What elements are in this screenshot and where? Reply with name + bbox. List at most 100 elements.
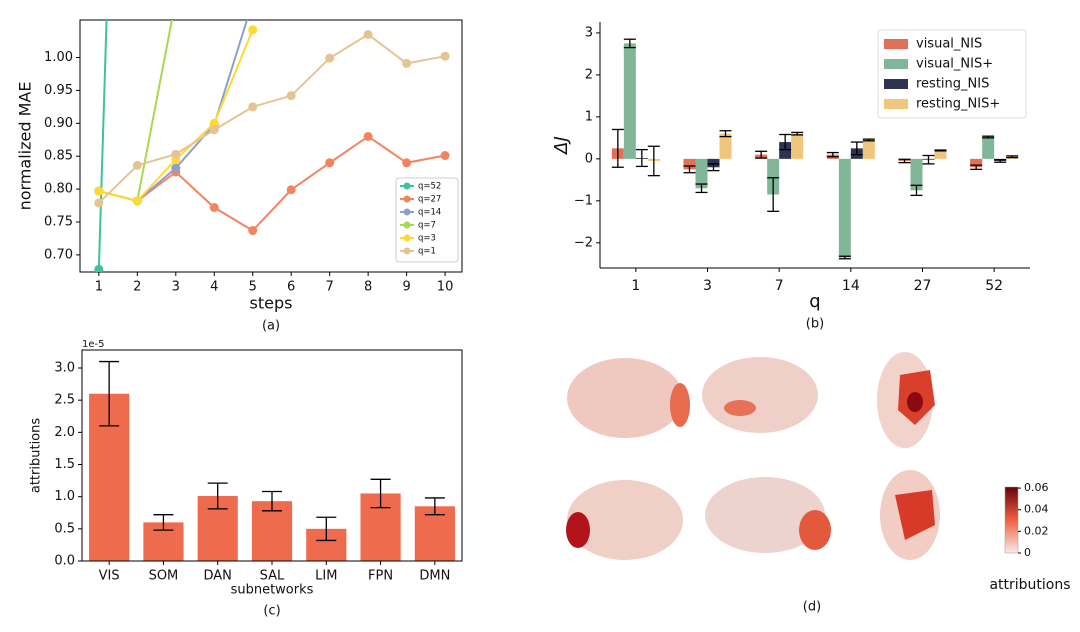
data-point xyxy=(171,0,180,4)
data-point xyxy=(363,131,373,141)
x-tick-label: 8 xyxy=(364,280,372,295)
data-point xyxy=(325,158,335,168)
x-axis-label: subnetworks xyxy=(231,583,314,598)
bar xyxy=(970,158,983,168)
y-tick-label: 3.0 xyxy=(54,361,75,376)
brain-patch xyxy=(799,510,831,550)
y-tick-label: 0.70 xyxy=(44,247,73,262)
x-tick-label: 5 xyxy=(249,280,257,295)
legend-label: resting_NIS xyxy=(916,77,989,92)
x-tick-label: DAN xyxy=(204,569,232,584)
bar xyxy=(767,158,780,195)
legend-swatch xyxy=(884,39,908,49)
bar xyxy=(695,158,708,189)
brain-patch xyxy=(724,400,756,416)
data-point xyxy=(171,149,181,159)
brain xyxy=(567,480,683,560)
x-tick-label: 1 xyxy=(95,280,103,295)
bar xyxy=(414,506,455,561)
y-tick-label: 1.00 xyxy=(44,50,73,65)
x-tick-label: 1 xyxy=(631,278,640,294)
data-point xyxy=(94,186,104,196)
bar xyxy=(982,137,995,159)
series-line xyxy=(97,20,108,270)
x-tick-label: SAL xyxy=(260,569,285,584)
y-axis-label: normalized MAE xyxy=(16,82,35,211)
data-point xyxy=(286,91,296,101)
data-point xyxy=(209,203,219,213)
y-tick-label: 0.90 xyxy=(44,116,73,131)
bar xyxy=(719,133,732,159)
legend-label: q=52 xyxy=(418,182,441,192)
axis-offset: 1e-5 xyxy=(82,339,105,350)
legend-box xyxy=(877,29,1027,119)
bar xyxy=(862,139,875,159)
brain-patch xyxy=(566,512,590,548)
legend-swatch xyxy=(884,99,908,109)
y-tick-label: 1 xyxy=(585,109,593,124)
x-tick-label: 7 xyxy=(775,278,784,294)
caption: (c) xyxy=(263,604,280,619)
axes-frame xyxy=(81,349,463,562)
bar xyxy=(779,142,792,159)
data-point xyxy=(440,151,450,161)
x-tick-label: 3 xyxy=(703,278,712,294)
legend-label: q=14 xyxy=(418,208,441,218)
y-tick-label: 0.0 xyxy=(54,554,75,569)
y-tick-label: 3 xyxy=(585,25,593,40)
data-point xyxy=(132,196,142,206)
y-tick-label: 1.5 xyxy=(54,457,75,472)
brain xyxy=(702,357,818,433)
legend-swatch xyxy=(884,79,908,89)
brain-patch xyxy=(895,490,935,540)
y-tick-label: −1 xyxy=(574,193,593,208)
brain-patch xyxy=(670,383,690,427)
bar xyxy=(623,43,636,159)
y-tick-label: 2.5 xyxy=(54,393,75,408)
data-point xyxy=(171,163,181,173)
x-tick-label: 14 xyxy=(842,278,860,294)
y-tick-label: 0.75 xyxy=(44,214,73,229)
bar xyxy=(934,150,947,159)
y-tick-label: 0.80 xyxy=(44,182,73,197)
legend-label: q=1 xyxy=(418,247,436,257)
data-point xyxy=(248,0,257,6)
x-tick-label: SOM xyxy=(149,569,179,584)
data-point xyxy=(248,102,258,112)
x-tick-label: LIM xyxy=(315,569,337,584)
x-tick-label: FPN xyxy=(368,569,393,584)
data-point xyxy=(286,185,296,195)
series-line xyxy=(98,135,446,232)
y-tick-label: 0 xyxy=(585,151,593,166)
axes-frame xyxy=(79,19,463,273)
legend-label: resting_NIS+ xyxy=(916,97,1000,112)
plot-area xyxy=(94,0,450,272)
data-point xyxy=(440,51,450,61)
colorbar-label: attributions xyxy=(989,577,1070,593)
legend-marker xyxy=(403,221,411,229)
x-tick-label: 6 xyxy=(287,280,295,295)
data-point xyxy=(209,118,219,128)
y-tick-label: 2.0 xyxy=(54,425,75,440)
bar xyxy=(910,158,923,191)
brain-patch xyxy=(907,392,923,412)
bar xyxy=(838,158,851,258)
legend-label: visual_NIS+ xyxy=(916,57,993,72)
data-point xyxy=(325,53,335,63)
legend-label: visual_NIS xyxy=(916,37,982,52)
x-tick-label: 4 xyxy=(210,280,218,295)
x-tick-label: DMN xyxy=(419,569,450,584)
bar xyxy=(791,133,804,159)
data-point xyxy=(402,58,412,68)
colorbar-tick-label: 0 xyxy=(1024,546,1031,559)
x-tick-label: 10 xyxy=(437,280,454,295)
caption: (a) xyxy=(262,319,280,334)
y-tick-label: −2 xyxy=(574,235,593,250)
series-line xyxy=(98,33,446,204)
x-tick-label: 9 xyxy=(402,280,410,295)
x-tick-label: 7 xyxy=(326,280,334,295)
x-axis-label: steps xyxy=(250,294,293,313)
bar xyxy=(683,158,696,170)
x-tick-label: 27 xyxy=(914,278,932,294)
